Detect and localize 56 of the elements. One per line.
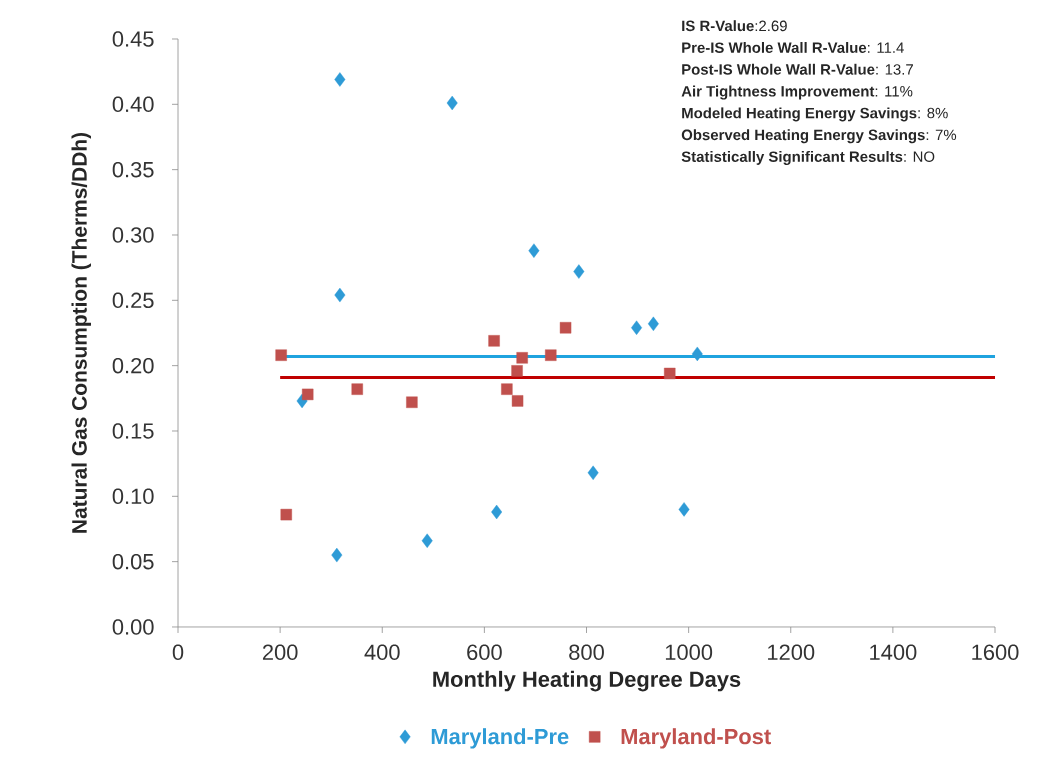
point (691, 346, 703, 362)
point (406, 396, 418, 408)
annotation: Modeled Heating Energy Savings: 8% (682, 107, 948, 122)
point (631, 320, 642, 335)
legend-label: Maryland-Post (621, 728, 771, 749)
y-tick-label: 0.35 (112, 161, 154, 178)
y-tick-label: 0.10 (112, 488, 154, 505)
annotation: Pre-IS Whole Wall R-Value: 11.4 (682, 41, 904, 53)
x-tick-label: 200 (262, 644, 298, 661)
y-tick-label: 0.20 (112, 357, 154, 374)
point (664, 367, 676, 380)
annotation: Post-IS Whole Wall R-Value: 13.7 (682, 63, 913, 75)
point (334, 287, 346, 303)
point (302, 388, 314, 401)
point (573, 264, 585, 279)
point (511, 395, 524, 407)
x-tick-label: 1200 (768, 644, 815, 661)
y-tick-label: 0.05 (112, 553, 154, 570)
point (678, 502, 690, 517)
point (511, 365, 523, 377)
annotation: Observed Heating Energy Savings: 7% (681, 129, 957, 144)
y-tick-label: 0.00 (112, 619, 154, 635)
point (647, 316, 659, 332)
point (421, 533, 433, 548)
legend-label: Maryland-Pre (431, 728, 569, 749)
point (587, 465, 599, 480)
x-tick-label: 1600 (972, 644, 1019, 661)
x-tick-label: 1000 (665, 644, 713, 661)
y-tick-label: 0.45 (112, 31, 154, 47)
point (334, 72, 346, 87)
point (280, 508, 292, 521)
x-tick-label: 600 (467, 644, 502, 661)
x-axis-title: Monthly Heating Degree Days (433, 670, 741, 692)
annotation: Statistically Significant Results: NO (681, 150, 935, 165)
y-tick-label: 0.15 (112, 423, 154, 439)
point (501, 383, 513, 395)
point (491, 504, 503, 520)
x-tick-label: 0 (172, 644, 184, 661)
x-tick-label: 1400 (870, 644, 917, 661)
annotation: Air Tightness Improvement: 11% (681, 85, 913, 100)
y-tick-label: 0.25 (112, 292, 154, 309)
y-axis-title: Natural Gas Consumption (Therms/DDh) (71, 132, 91, 533)
point (446, 95, 458, 111)
point (545, 349, 557, 361)
point (331, 547, 343, 563)
x-tick-label: 400 (364, 644, 400, 661)
point (559, 322, 572, 334)
y-tick-label: 0.40 (112, 96, 154, 113)
text: IS R-Value:2.69 (682, 20, 787, 32)
point (351, 383, 363, 395)
y-tick-label: 0.30 (112, 227, 154, 243)
point (488, 335, 500, 347)
x-tick-label: 800 (569, 644, 604, 661)
point (275, 349, 287, 361)
point (516, 352, 528, 364)
point (528, 243, 540, 258)
